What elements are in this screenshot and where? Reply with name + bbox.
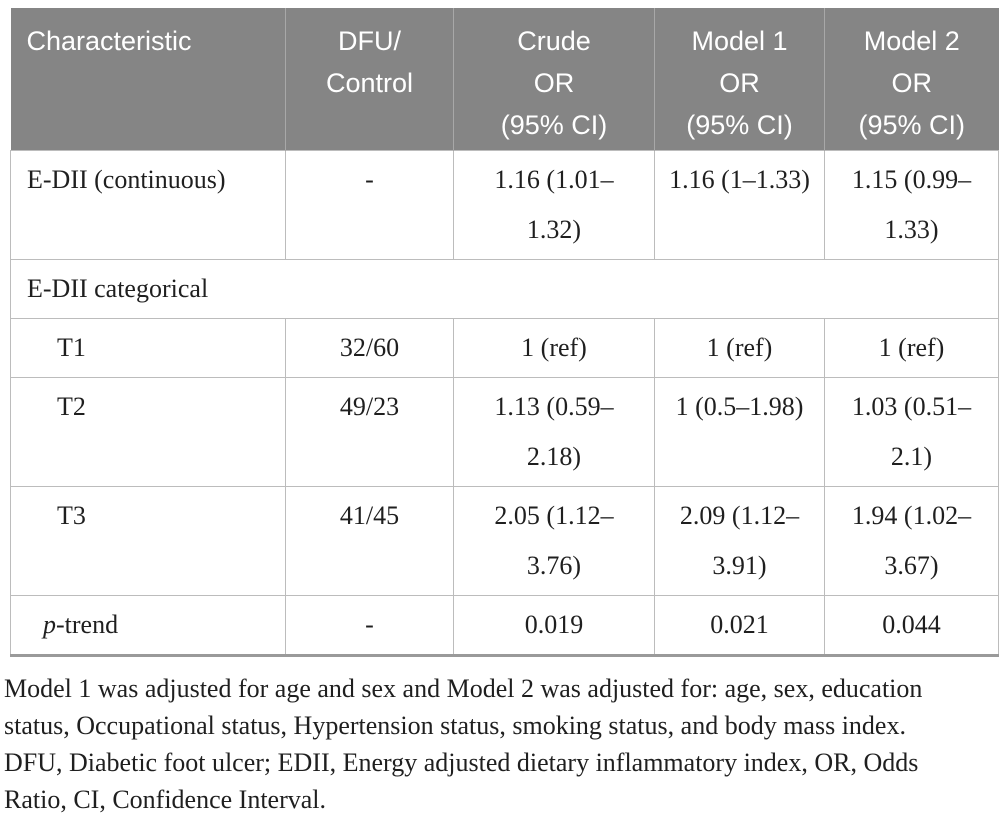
- cell-model1-or: 1 (ref): [654, 318, 825, 378]
- row-label: E-DII (continuous): [10, 150, 286, 260]
- cell-model2-or: 1 (ref): [824, 318, 999, 378]
- cell-model1-or: 0.021: [654, 595, 825, 656]
- table-row-t2: T2 49/23 1.13 (0.59– 2.18) 1 (0.5–1.98) …: [10, 377, 999, 487]
- cell-model2-or: 0.044: [824, 595, 999, 656]
- cell-model2-or: 1.03 (0.51– 2.1): [824, 377, 999, 487]
- header-row: Characteristic DFU/ Control Crude OR (95…: [10, 8, 999, 151]
- header-dfu-control: DFU/ Control: [285, 8, 454, 151]
- row-label: T2: [10, 377, 286, 487]
- odds-ratio-table: Characteristic DFU/ Control Crude OR (95…: [10, 8, 999, 657]
- cell-crude-or: 0.019: [453, 595, 655, 656]
- section-label: E-DII categorical: [10, 259, 999, 319]
- cell-model1-or: 1.16 (1–1.33): [654, 150, 825, 260]
- cell-model2-or: 1.94 (1.02– 3.67): [824, 486, 999, 596]
- cell-crude-or: 2.05 (1.12– 3.76): [453, 486, 655, 596]
- table-row-t1: T1 32/60 1 (ref) 1 (ref) 1 (ref): [10, 318, 999, 378]
- table-row-p-trend: p-trend - 0.019 0.021 0.044: [10, 595, 999, 656]
- table-row-t3: T3 41/45 2.05 (1.12– 3.76) 2.09 (1.12– 3…: [10, 486, 999, 596]
- header-crude-or: Crude OR (95% CI): [453, 8, 655, 151]
- header-model2-or: Model 2 OR (95% CI): [824, 8, 999, 151]
- table-row-edii-categorical: E-DII categorical: [10, 259, 999, 319]
- row-label: T1: [10, 318, 286, 378]
- p-italic: p: [43, 610, 56, 639]
- header-model1-or: Model 1 OR (95% CI): [654, 8, 825, 151]
- header-characteristic: Characteristic: [10, 8, 286, 151]
- cell-dfu-control: 41/45: [285, 486, 454, 596]
- table-row-edii-continuous: E-DII (continuous) - 1.16 (1.01– 1.32) 1…: [10, 150, 999, 260]
- cell-dfu-control: 49/23: [285, 377, 454, 487]
- cell-crude-or: 1.16 (1.01– 1.32): [453, 150, 655, 260]
- table-footnote: Model 1 was adjusted for age and sex and…: [4, 674, 923, 814]
- cell-dfu-control: -: [285, 150, 454, 260]
- cell-dfu-control: -: [285, 595, 454, 656]
- cell-model2-or: 1.15 (0.99– 1.33): [824, 150, 999, 260]
- cell-crude-or: 1 (ref): [453, 318, 655, 378]
- row-label: p-trend: [10, 595, 286, 656]
- trend-text: -trend: [56, 610, 119, 639]
- cell-crude-or: 1.13 (0.59– 2.18): [453, 377, 655, 487]
- cell-model1-or: 1 (0.5–1.98): [654, 377, 825, 487]
- row-label: T3: [10, 486, 286, 596]
- cell-dfu-control: 32/60: [285, 318, 454, 378]
- cell-model1-or: 2.09 (1.12– 3.91): [654, 486, 825, 596]
